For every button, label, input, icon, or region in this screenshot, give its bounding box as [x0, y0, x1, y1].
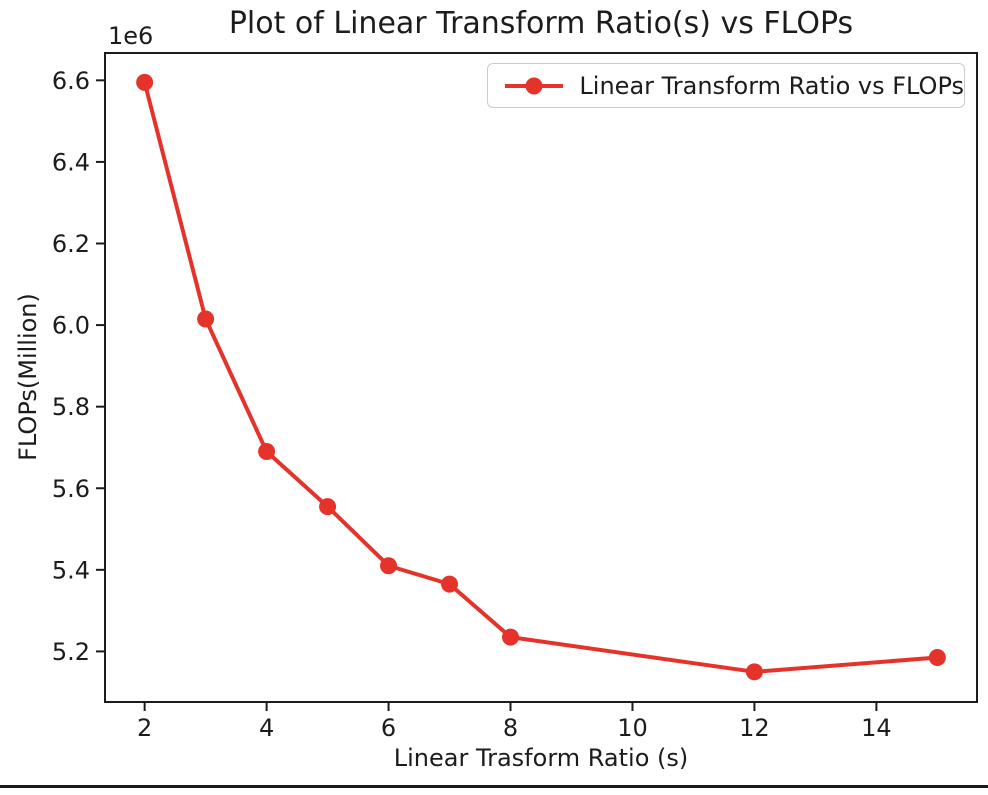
y-tick-label: 5.6: [52, 475, 90, 503]
legend: Linear Transform Ratio vs FLOPs: [487, 63, 965, 108]
x-tick-label: 14: [861, 714, 892, 742]
legend-label: Linear Transform Ratio vs FLOPs: [579, 71, 964, 100]
x-axis-label: Linear Trasform Ratio (s): [393, 744, 689, 772]
axes-frame: [104, 52, 978, 703]
data-point-marker: [258, 443, 276, 461]
window-bottom-border: [0, 785, 988, 788]
data-point-marker: [928, 649, 946, 667]
data-point-marker: [136, 73, 154, 91]
y-axis-offset-label: 1e6: [108, 22, 154, 50]
y-tick-label: 6.0: [52, 312, 90, 340]
y-tick-label: 6.6: [52, 67, 90, 95]
data-point-marker: [745, 663, 763, 681]
chart-title: Plot of Linear Transform Ratio(s) vs FLO…: [228, 6, 854, 41]
data-point-marker: [502, 628, 520, 646]
data-point-marker: [380, 557, 398, 575]
series-line: [142, 80, 940, 674]
x-tick-label: 10: [617, 714, 648, 742]
x-tick-label: 2: [137, 714, 152, 742]
y-tick-label: 6.4: [52, 148, 90, 176]
data-point-marker: [319, 498, 337, 516]
x-tick-label: 6: [381, 714, 396, 742]
y-tick-label: 5.8: [52, 393, 90, 421]
y-tick-label: 5.4: [52, 556, 90, 584]
data-point-marker: [441, 575, 459, 593]
data-point-marker: [197, 310, 215, 328]
x-tick-label: 8: [503, 714, 518, 742]
y-tick-label: 6.2: [52, 230, 90, 258]
x-tick-label: 4: [259, 714, 274, 742]
x-tick-label: 12: [739, 714, 770, 742]
legend-line-marker-icon: [505, 77, 563, 94]
y-tick-label: 5.2: [52, 638, 90, 666]
